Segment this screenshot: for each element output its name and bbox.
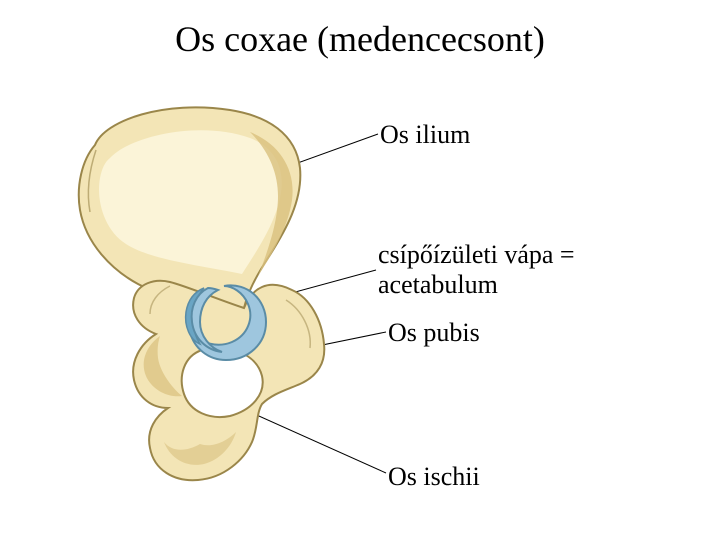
label-os-pubis: Os pubis bbox=[388, 318, 480, 348]
label-os-ischii: Os ischii bbox=[388, 462, 480, 492]
label-os-ilium: Os ilium bbox=[380, 120, 470, 150]
os-coxae-shape bbox=[79, 107, 325, 480]
label-acetabulum: csípőízületi vápa = acetabulum bbox=[378, 240, 575, 300]
hip-bone-illustration bbox=[0, 0, 720, 540]
